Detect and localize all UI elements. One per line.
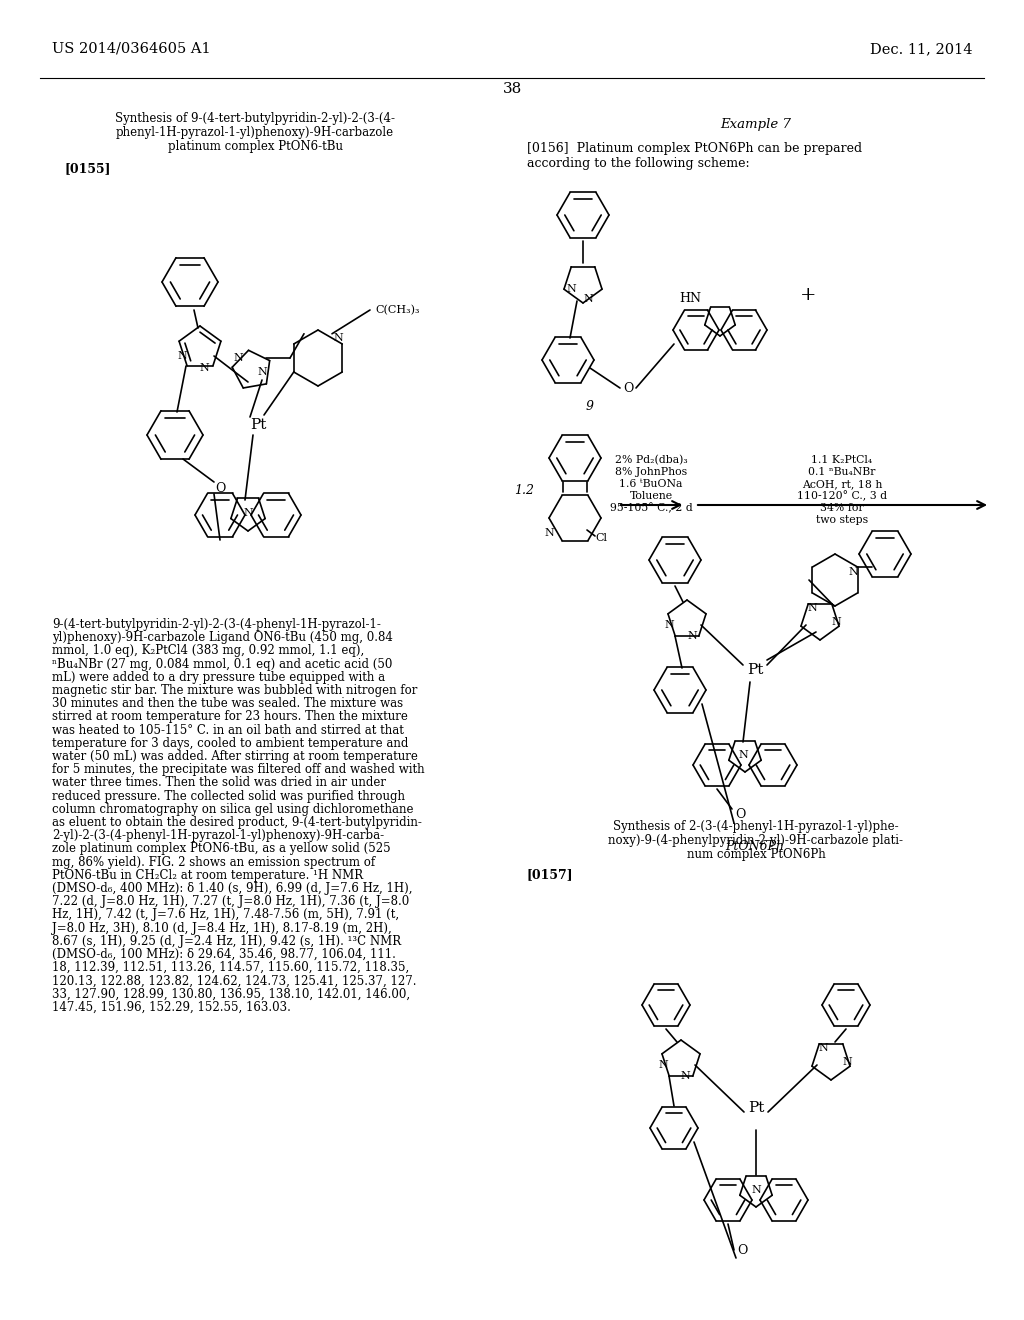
Text: HN: HN: [679, 292, 701, 305]
Text: N: N: [818, 1043, 827, 1053]
Text: Synthesis of 9-(4-tert-butylpyridin-2-yl)-2-(3-(4-: Synthesis of 9-(4-tert-butylpyridin-2-yl…: [115, 112, 395, 125]
Text: N: N: [233, 352, 243, 363]
Text: zole platinum complex PtON6-tBu, as a yellow solid (525: zole platinum complex PtON6-tBu, as a ye…: [52, 842, 390, 855]
Text: num complex PtON6Ph: num complex PtON6Ph: [687, 847, 825, 861]
Text: 30 minutes and then the tube was sealed. The mixture was: 30 minutes and then the tube was sealed.…: [52, 697, 403, 710]
Text: as eluent to obtain the desired product, 9-(4-tert-butylpyridin-: as eluent to obtain the desired product,…: [52, 816, 422, 829]
Text: column chromatography on silica gel using dichloromethane: column chromatography on silica gel usin…: [52, 803, 414, 816]
Text: 1.1 K₂PtCl₄: 1.1 K₂PtCl₄: [811, 455, 872, 465]
Text: (DMSO-d₆, 400 MHz): δ 1.40 (s, 9H), 6.99 (d, J=7.6 Hz, 1H),: (DMSO-d₆, 400 MHz): δ 1.40 (s, 9H), 6.99…: [52, 882, 413, 895]
Text: PtON6Ph: PtON6Ph: [725, 840, 784, 853]
Text: N: N: [658, 1060, 668, 1071]
Text: 18, 112.39, 112.51, 113.26, 114.57, 115.60, 115.72, 118.35,: 18, 112.39, 112.51, 113.26, 114.57, 115.…: [52, 961, 410, 974]
Text: 120.13, 122.88, 123.82, 124.62, 124.73, 125.41, 125.37, 127.: 120.13, 122.88, 123.82, 124.62, 124.73, …: [52, 974, 417, 987]
Text: yl)phenoxy)-9H-carbazole Ligand ON6-tBu (450 mg, 0.84: yl)phenoxy)-9H-carbazole Ligand ON6-tBu …: [52, 631, 393, 644]
Text: water (50 mL) was added. After stirring at room temperature: water (50 mL) was added. After stirring …: [52, 750, 418, 763]
Text: ⁿBu₄NBr (27 mg, 0.084 mmol, 0.1 eq) and acetic acid (50: ⁿBu₄NBr (27 mg, 0.084 mmol, 0.1 eq) and …: [52, 657, 392, 671]
Text: temperature for 3 days, cooled to ambient temperature and: temperature for 3 days, cooled to ambien…: [52, 737, 409, 750]
Text: N: N: [831, 616, 841, 627]
Text: according to the following scheme:: according to the following scheme:: [527, 157, 750, 170]
Text: mg, 86% yield). FIG. 2 shows an emission spectrum of: mg, 86% yield). FIG. 2 shows an emission…: [52, 855, 375, 869]
Text: for 5 minutes, the precipitate was filtered off and washed with: for 5 minutes, the precipitate was filte…: [52, 763, 425, 776]
Text: N: N: [687, 631, 697, 642]
Text: N: N: [848, 568, 858, 577]
Text: 9-(4-tert-butylpyridin-2-yl)-2-(3-(4-phenyl-1H-pyrazol-1-: 9-(4-tert-butylpyridin-2-yl)-2-(3-(4-phe…: [52, 618, 381, 631]
Text: reduced pressure. The collected solid was purified through: reduced pressure. The collected solid wa…: [52, 789, 406, 803]
Text: 38: 38: [503, 82, 521, 96]
Text: Cl: Cl: [595, 533, 607, 543]
Text: N: N: [544, 528, 554, 539]
Text: N: N: [177, 351, 186, 360]
Text: Example 7: Example 7: [721, 117, 792, 131]
Text: O: O: [735, 808, 745, 821]
Text: [0156]  Platinum complex PtON6Ph can be prepared: [0156] Platinum complex PtON6Ph can be p…: [527, 143, 862, 154]
Text: Pt: Pt: [748, 1101, 764, 1115]
Text: [0157]: [0157]: [527, 869, 573, 880]
Text: water three times. Then the solid was dried in air under: water three times. Then the solid was dr…: [52, 776, 386, 789]
Text: N: N: [807, 603, 817, 612]
Text: magnetic stir bar. The mixture was bubbled with nitrogen for: magnetic stir bar. The mixture was bubbl…: [52, 684, 418, 697]
Text: was heated to 105-115° C. in an oil bath and stirred at that: was heated to 105-115° C. in an oil bath…: [52, 723, 403, 737]
Text: N: N: [738, 750, 748, 760]
Text: [0155]: [0155]: [65, 162, 112, 176]
Text: N: N: [665, 620, 674, 630]
Text: 2-yl)-2-(3-(4-phenyl-1H-pyrazol-1-yl)phenoxy)-9H-carba-: 2-yl)-2-(3-(4-phenyl-1H-pyrazol-1-yl)phe…: [52, 829, 384, 842]
Text: N: N: [243, 508, 253, 517]
Text: two steps: two steps: [816, 515, 868, 525]
Text: 33, 127.90, 128.99, 130.80, 136.95, 138.10, 142.01, 146.00,: 33, 127.90, 128.99, 130.80, 136.95, 138.…: [52, 987, 411, 1001]
Text: (DMSO-d₆, 100 MHz): δ 29.64, 35.46, 98.77, 106.04, 111.: (DMSO-d₆, 100 MHz): δ 29.64, 35.46, 98.7…: [52, 948, 396, 961]
Text: AcOH, rt, 18 h: AcOH, rt, 18 h: [802, 479, 883, 488]
Text: N: N: [842, 1057, 852, 1067]
Text: Hz, 1H), 7.42 (t, J=7.6 Hz, 1H), 7.48-7.56 (m, 5H), 7.91 (t,: Hz, 1H), 7.42 (t, J=7.6 Hz, 1H), 7.48-7.…: [52, 908, 399, 921]
Text: noxy)-9-(4-phenylpyridin-2-yl)-9H-carbazole plati-: noxy)-9-(4-phenylpyridin-2-yl)-9H-carbaz…: [608, 834, 903, 847]
Text: mL) were added to a dry pressure tube equipped with a: mL) were added to a dry pressure tube eq…: [52, 671, 385, 684]
Text: 8.67 (s, 1H), 9.25 (d, J=2.4 Hz, 1H), 9.42 (s, 1H). ¹³C NMR: 8.67 (s, 1H), 9.25 (d, J=2.4 Hz, 1H), 9.…: [52, 935, 401, 948]
Text: 8% JohnPhos: 8% JohnPhos: [615, 467, 687, 477]
Text: Synthesis of 2-(3-(4-phenyl-1H-pyrazol-1-yl)phe-: Synthesis of 2-(3-(4-phenyl-1H-pyrazol-1…: [613, 820, 899, 833]
Text: N: N: [583, 294, 593, 304]
Text: platinum complex PtON6-tBu: platinum complex PtON6-tBu: [168, 140, 342, 153]
Text: Pt: Pt: [250, 418, 266, 432]
Text: 110-120° C., 3 d: 110-120° C., 3 d: [797, 491, 887, 502]
Text: Dec. 11, 2014: Dec. 11, 2014: [869, 42, 972, 55]
Text: C(CH₃)₃: C(CH₃)₃: [375, 305, 420, 315]
Text: 2% Pd₂(dba)₃: 2% Pd₂(dba)₃: [614, 455, 687, 466]
Text: phenyl-1H-pyrazol-1-yl)phenoxy)-9H-carbazole: phenyl-1H-pyrazol-1-yl)phenoxy)-9H-carba…: [116, 125, 394, 139]
Text: Pt: Pt: [746, 663, 763, 677]
Text: mmol, 1.0 eq), K₂PtCl4 (383 mg, 0.92 mmol, 1.1 eq),: mmol, 1.0 eq), K₂PtCl4 (383 mg, 0.92 mmo…: [52, 644, 365, 657]
Text: N: N: [566, 284, 575, 294]
Text: 0.1 ⁿBu₄NBr: 0.1 ⁿBu₄NBr: [808, 467, 876, 477]
Text: 34% for: 34% for: [820, 503, 864, 513]
Text: N: N: [680, 1071, 690, 1081]
Text: 1.6 ᵗBuONa: 1.6 ᵗBuONa: [620, 479, 683, 488]
Text: N: N: [199, 363, 209, 374]
Text: N: N: [752, 1185, 761, 1195]
Text: 1.2: 1.2: [514, 483, 534, 496]
Text: O: O: [737, 1243, 748, 1257]
Text: Toluene: Toluene: [630, 491, 673, 502]
Text: PtON6-tBu in CH₂Cl₂ at room temperature. ¹H NMR: PtON6-tBu in CH₂Cl₂ at room temperature.…: [52, 869, 364, 882]
Text: O: O: [623, 381, 633, 395]
Text: 7.22 (d, J=8.0 Hz, 1H), 7.27 (t, J=8.0 Hz, 1H), 7.36 (t, J=8.0: 7.22 (d, J=8.0 Hz, 1H), 7.27 (t, J=8.0 H…: [52, 895, 410, 908]
Text: +: +: [800, 286, 816, 304]
Text: J=8.0 Hz, 3H), 8.10 (d, J=8.4 Hz, 1H), 8.17-8.19 (m, 2H),: J=8.0 Hz, 3H), 8.10 (d, J=8.4 Hz, 1H), 8…: [52, 921, 392, 935]
Text: 147.45, 151.96, 152.29, 152.55, 163.03.: 147.45, 151.96, 152.29, 152.55, 163.03.: [52, 1001, 291, 1014]
Text: stirred at room temperature for 23 hours. Then the mixture: stirred at room temperature for 23 hours…: [52, 710, 408, 723]
Text: O: O: [215, 482, 225, 495]
Text: N: N: [257, 367, 267, 378]
Text: N: N: [333, 333, 343, 343]
Text: 9: 9: [586, 400, 594, 413]
Text: US 2014/0364605 A1: US 2014/0364605 A1: [52, 42, 211, 55]
Text: 95-105° C., 2 d: 95-105° C., 2 d: [609, 503, 692, 513]
